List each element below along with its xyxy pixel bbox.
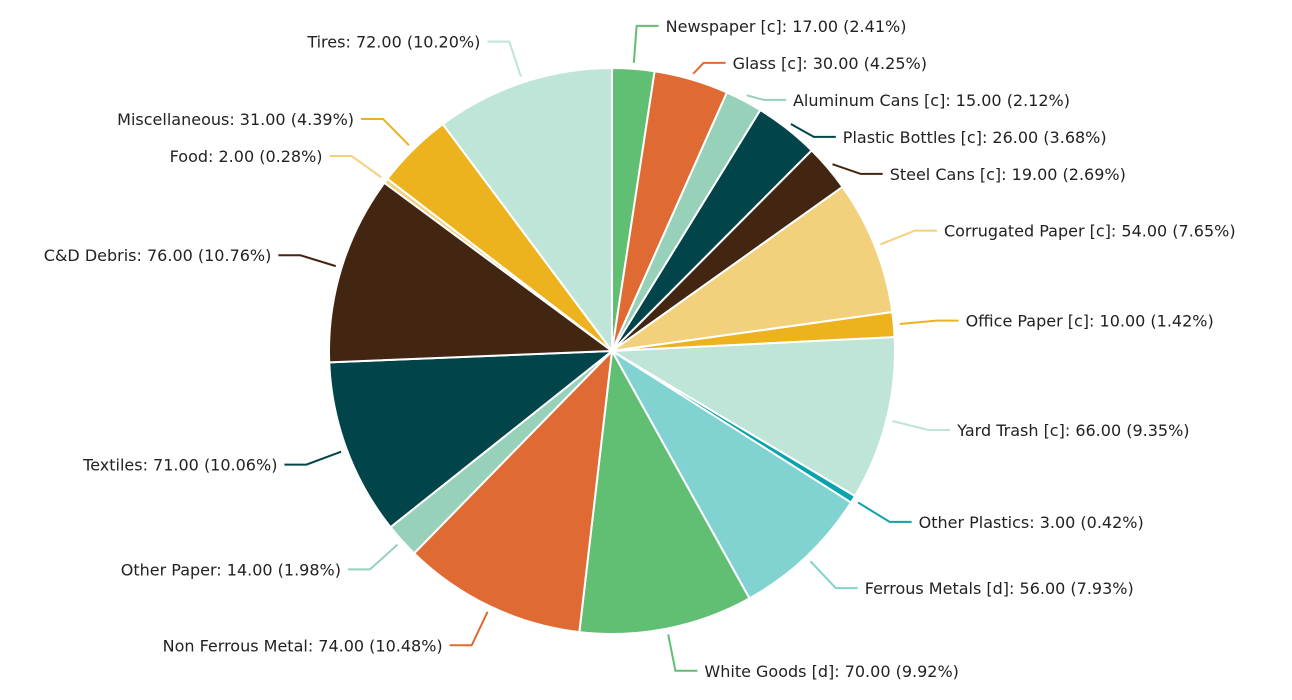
slice-label-corrugated-paper-c: Corrugated Paper [c]: 54.00 (7.65%) xyxy=(944,222,1236,241)
leader-line-candd-debris xyxy=(278,254,337,268)
slice-label-yard-trash-c: Yard Trash [c]: 66.00 (9.35%) xyxy=(956,421,1189,440)
label-leader-lines xyxy=(278,24,959,672)
leader-line-corrugated-paper-c xyxy=(880,229,937,246)
pie-slice-yard-trash-c xyxy=(608,336,896,498)
slice-label-aluminum-cans-c: Aluminum Cans [c]: 15.00 (2.12%) xyxy=(793,91,1070,110)
slice-label-ferrous-metals-d: Ferrous Metals [d]: 56.00 (7.93%) xyxy=(865,579,1134,598)
slice-label-candd-debris: C&D Debris: 76.00 (10.76%) xyxy=(44,246,272,265)
pie-slice-white-goods-d xyxy=(578,347,751,635)
pie-slice-candd-debris xyxy=(328,181,615,364)
slice-label-newspaper-c: Newspaper [c]: 17.00 (2.41%) xyxy=(666,17,907,36)
slice-label-office-paper-c: Office Paper [c]: 10.00 (1.42%) xyxy=(966,312,1214,331)
leader-line-ferrous-metals-d xyxy=(809,560,858,590)
slice-label-white-goods-d: White Goods [d]: 70.00 (9.92%) xyxy=(704,662,958,681)
leader-line-plastic-bottles-c xyxy=(790,123,836,138)
leader-line-textiles xyxy=(284,450,342,466)
leader-line-other-plastics xyxy=(857,501,912,523)
pie-slice-textiles xyxy=(328,349,616,529)
pie-slice-tires xyxy=(441,66,613,355)
leader-line-newspaper-c xyxy=(632,24,659,63)
slice-label-steel-cans-c: Steel Cans [c]: 19.00 (2.69%) xyxy=(890,165,1126,184)
leader-line-yard-trash-c xyxy=(892,420,951,431)
leader-line-steel-cans-c xyxy=(832,163,883,175)
slice-label-other-paper: Other Paper: 14.00 (1.98%) xyxy=(121,560,341,579)
leader-line-glass-c xyxy=(692,61,726,75)
leader-line-miscellaneous xyxy=(361,117,410,146)
slice-label-plastic-bottles-c: Plastic Bottles [c]: 26.00 (3.68%) xyxy=(843,128,1107,147)
slice-label-other-plastics: Other Plastics: 3.00 (0.42%) xyxy=(919,513,1144,532)
leader-line-office-paper-c xyxy=(899,319,959,326)
slice-label-glass-c: Glass [c]: 30.00 (4.25%) xyxy=(733,54,927,73)
slice-label-tires: Tires: 72.00 (10.20%) xyxy=(306,33,480,52)
leader-line-aluminum-cans-c xyxy=(746,94,786,101)
slice-labels: Newspaper [c]: 17.00 (2.41%) Glass [c]: 3… xyxy=(44,17,1236,681)
slice-label-textiles: Textiles: 71.00 (10.06%) xyxy=(82,456,277,475)
pie-slice-corrugated-paper-c xyxy=(611,185,894,352)
slice-label-miscellaneous: Miscellaneous: 31.00 (4.39%) xyxy=(117,110,354,129)
leader-line-food xyxy=(329,154,382,179)
pie-slices xyxy=(328,66,896,635)
slice-label-non-ferrous-metal: Non Ferrous Metal: 74.00 (10.48%) xyxy=(163,636,443,655)
pie-slice-ferrous-metals-d xyxy=(611,350,853,600)
pie-slice-non-ferrous-metal xyxy=(412,348,614,634)
leader-line-non-ferrous-metal xyxy=(449,611,489,647)
leader-line-white-goods-d xyxy=(667,634,698,672)
leader-line-other-paper xyxy=(347,543,399,571)
slice-label-food: Food: 2.00 (0.28%) xyxy=(170,147,323,166)
leader-line-tires xyxy=(487,40,522,78)
